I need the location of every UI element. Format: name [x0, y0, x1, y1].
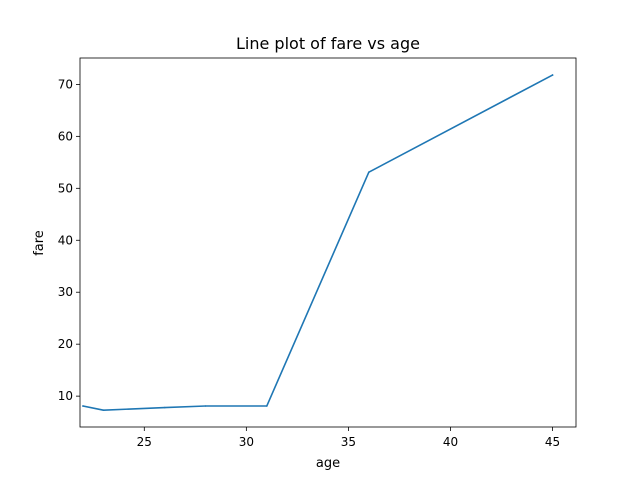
x-tick-label: 30	[239, 435, 254, 449]
x-tick-label: 25	[137, 435, 152, 449]
data-point	[368, 171, 370, 174]
x-tick-label: 35	[341, 435, 356, 449]
y-tick-label: 40	[58, 233, 73, 247]
plot-area: 25 30 35 40 45 10 20 30 40 50 60 70	[58, 57, 577, 449]
x-tick-label: 40	[443, 435, 458, 449]
data-point	[82, 405, 84, 407]
series-layer	[82, 73, 554, 411]
y-tick-label: 10	[58, 389, 73, 403]
plot-background	[80, 58, 576, 427]
x-axis-label: age	[316, 456, 340, 471]
y-axis-label: fare	[32, 230, 47, 256]
data-point	[102, 409, 105, 411]
y-tick-label: 50	[58, 181, 73, 195]
data-point	[265, 405, 268, 407]
y-tick-label: 20	[58, 337, 73, 351]
y-tick-label: 30	[58, 285, 73, 299]
data-point	[163, 406, 166, 409]
plot-frame	[79, 57, 577, 428]
y-axis-ticks: 10 20 30 40 50 60 70	[58, 77, 80, 403]
x-axis-ticks: 25 30 35 40 45	[137, 427, 560, 449]
x-tick-label: 45	[545, 435, 560, 449]
y-tick-label: 60	[58, 129, 73, 143]
chart-title: Line plot of fare vs age	[236, 34, 420, 53]
data-point	[551, 74, 554, 76]
y-tick-label: 70	[58, 77, 73, 91]
data-point	[204, 405, 207, 407]
